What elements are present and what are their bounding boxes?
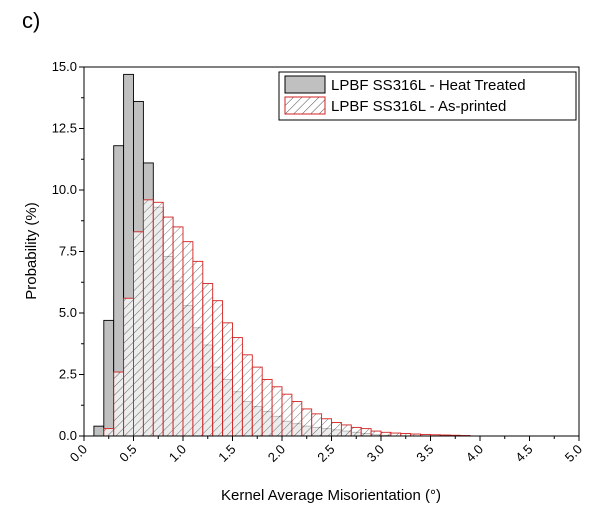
axes-layer: 0.0 0.5 1.0 1.5 2.0 2.5 3.0 3.5 4.0 4.5 5.0 0.0 2.5 5… — [52, 59, 585, 465]
x-tick-label: 2.5 — [314, 442, 337, 465]
y-tick-label: 12.5 — [52, 121, 77, 136]
x-axis-label: Kernel Average Misorientation (°) — [221, 487, 441, 504]
y-axis-label: Probability (%) — [23, 202, 40, 300]
bar — [241, 354, 253, 437]
y-tick-label: 7.5 — [59, 244, 77, 259]
legend-label: LPBF SS316L - Heat Treated — [331, 77, 526, 94]
bar — [311, 413, 323, 437]
legend: LPBF SS316L - Heat Treated LPBF SS316L - … — [278, 71, 577, 121]
bar — [321, 418, 332, 437]
bar — [123, 297, 134, 437]
panel-label: c) — [22, 8, 41, 33]
x-tick-label: 1.5 — [215, 442, 238, 465]
series-2-bars — [103, 199, 471, 437]
bar — [360, 428, 372, 437]
y-tick-label: 15.0 — [52, 59, 77, 74]
bar — [281, 393, 293, 437]
legend-box — [278, 71, 577, 121]
x-tick-label: 3.0 — [364, 442, 387, 465]
x-tick-label: 4.5 — [512, 442, 535, 465]
y-tick-label: 5.0 — [59, 305, 77, 320]
bar — [212, 300, 224, 437]
bar — [340, 424, 352, 437]
bar — [301, 408, 313, 437]
bar — [291, 401, 303, 437]
y-tick-label: 0.0 — [59, 428, 77, 443]
bar — [271, 386, 283, 437]
bar — [172, 226, 184, 437]
bars-layer — [93, 73, 471, 437]
bar — [162, 216, 174, 437]
bar — [222, 322, 233, 437]
bar — [142, 199, 154, 437]
y-tick-label: 10.0 — [52, 182, 77, 197]
x-tick-label: 0.0 — [67, 442, 90, 465]
y-tick-label: 2.5 — [59, 367, 77, 382]
bar — [370, 430, 382, 437]
bar — [232, 337, 243, 437]
x-tick-label: 5.0 — [562, 442, 585, 465]
bar — [261, 378, 273, 437]
bar — [93, 425, 105, 437]
bar — [113, 371, 125, 437]
bar — [251, 366, 263, 437]
x-tick-label: 0.5 — [116, 442, 139, 465]
x-tick-label: 3.5 — [413, 442, 436, 465]
bar — [152, 201, 164, 437]
legend-label: LPBF SS316L - As-printed — [331, 98, 506, 115]
bar — [103, 428, 115, 437]
bar — [182, 241, 194, 437]
legend-swatch — [284, 75, 326, 94]
x-tick-label: 1.0 — [166, 442, 189, 465]
bar — [192, 260, 204, 437]
bar — [380, 431, 392, 437]
legend-swatch — [284, 96, 326, 115]
bar — [350, 426, 362, 437]
bar — [202, 283, 214, 437]
x-tick-label: 2.0 — [265, 442, 288, 465]
bar — [103, 319, 115, 437]
bar — [133, 231, 144, 437]
x-tick-label: 4.0 — [463, 442, 486, 465]
bar — [331, 422, 342, 437]
